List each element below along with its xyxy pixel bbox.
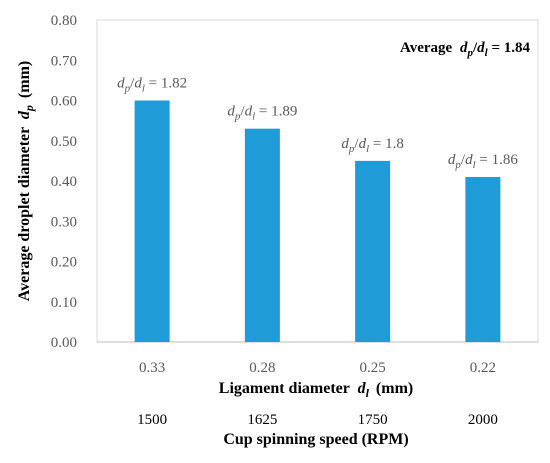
- y-tick-label: 0.70: [51, 53, 77, 69]
- data-labels: dp/dl = 1.82 dp/dl = 1.89 dp/dl = 1.8 dp/dl…: [117, 76, 518, 171]
- bar: [244, 128, 280, 342]
- y-tick-label: 0.00: [51, 335, 77, 351]
- x-tick-label: 0.25: [360, 360, 386, 376]
- bar: [465, 176, 501, 342]
- data-label: dp/dl = 1.89: [227, 104, 297, 123]
- y-axis-title: Average droplet diameter dp (mm): [16, 61, 37, 301]
- bar: [355, 160, 391, 342]
- x-tick-label: 0.22: [470, 360, 496, 376]
- x-tick-labels: 0.33 0.28 0.25 0.22: [139, 360, 496, 376]
- y-tick-label: 0.80: [51, 13, 77, 29]
- x-tick-label: 0.28: [249, 360, 275, 376]
- average-annotation: Average dp/dl = 1.84: [400, 40, 531, 59]
- bars: [134, 100, 501, 342]
- data-label: dp/dl = 1.8: [341, 136, 403, 155]
- secondary-x-tick-label: 2000: [468, 412, 498, 428]
- data-label: dp/dl = 1.82: [117, 76, 187, 95]
- data-label: dp/dl = 1.86: [448, 152, 518, 171]
- y-tick-labels: 0.00 0.10 0.20 0.30 0.40 0.50 0.60 0.70 0.80: [51, 13, 77, 351]
- y-tick-label: 0.60: [51, 94, 77, 110]
- x-tick-label: 0.33: [139, 360, 165, 376]
- y-tick-label: 0.40: [51, 174, 77, 190]
- secondary-x-tick-label: 1625: [247, 412, 277, 428]
- x-axis-title: Ligament diameter dl (mm): [219, 380, 413, 401]
- y-tick-label: 0.20: [51, 255, 77, 271]
- y-tick-label: 0.50: [51, 134, 77, 150]
- bar: [134, 100, 170, 342]
- y-tick-label: 0.30: [51, 214, 77, 230]
- secondary-x-tick-labels: 1500 1625 1750 2000: [137, 412, 498, 428]
- secondary-x-tick-label: 1750: [358, 412, 388, 428]
- x-axis-title-secondary: Cup spinning speed (RPM): [223, 431, 408, 448]
- secondary-x-tick-label: 1500: [137, 412, 167, 428]
- y-tick-label: 0.10: [51, 295, 77, 311]
